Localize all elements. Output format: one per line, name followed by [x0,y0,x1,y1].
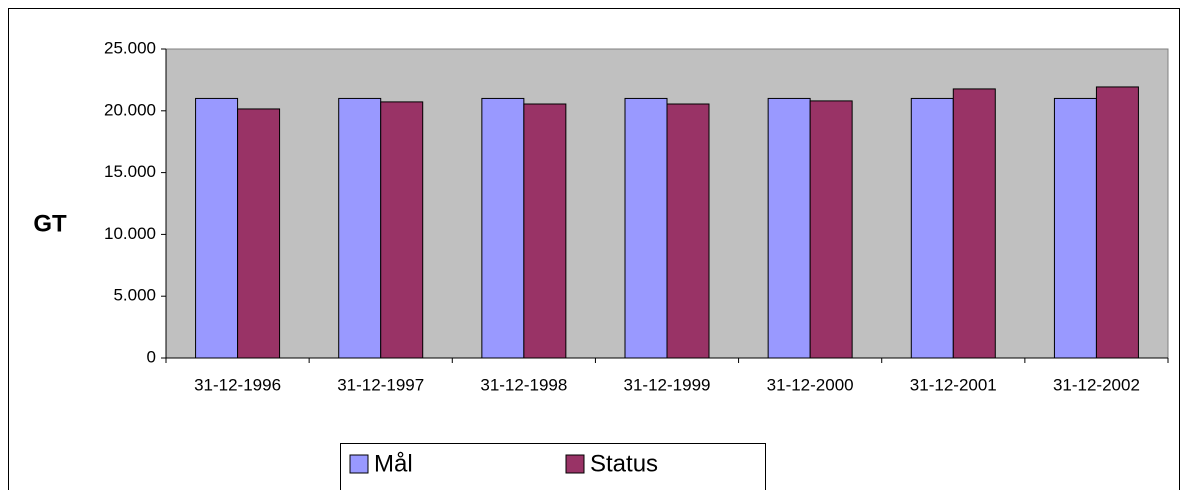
y-tick-label: 0 [147,347,156,366]
y-tick-label: 15.000 [104,162,156,181]
x-tick-label: 31-12-1998 [480,375,567,394]
x-tick-label: 31-12-1999 [624,375,711,394]
x-tick-label: 31-12-1996 [194,375,281,394]
bar [338,97,382,359]
bar [952,88,996,359]
bar [1053,97,1097,359]
x-tick-label: 31-12-1997 [337,375,424,394]
y-tick-label: 20.000 [104,100,156,119]
y-tick-label: 10.000 [104,224,156,243]
bar [910,97,954,359]
x-tick-label: 31-12-2002 [1053,375,1140,394]
bar [624,97,668,359]
legend-swatch [565,454,585,474]
chart-border [8,8,1180,490]
x-tick-label: 31-12-2001 [910,375,997,394]
bar [237,108,281,359]
x-tick-label: 31-12-2000 [767,375,854,394]
y-tick-label: 25.000 [104,38,156,57]
legend-label: Mål [374,450,413,477]
legend-swatch [349,454,369,474]
bar [481,97,525,359]
bar [666,103,710,359]
bar [523,103,567,359]
y-tick-label: 5.000 [113,286,156,305]
y-axis-title: GT [33,210,67,237]
bar [809,100,853,359]
legend-box [340,443,766,490]
bar [195,97,239,359]
legend-label: Status [590,450,658,477]
bar [767,97,811,359]
bar [380,101,424,359]
bar [1095,86,1139,359]
